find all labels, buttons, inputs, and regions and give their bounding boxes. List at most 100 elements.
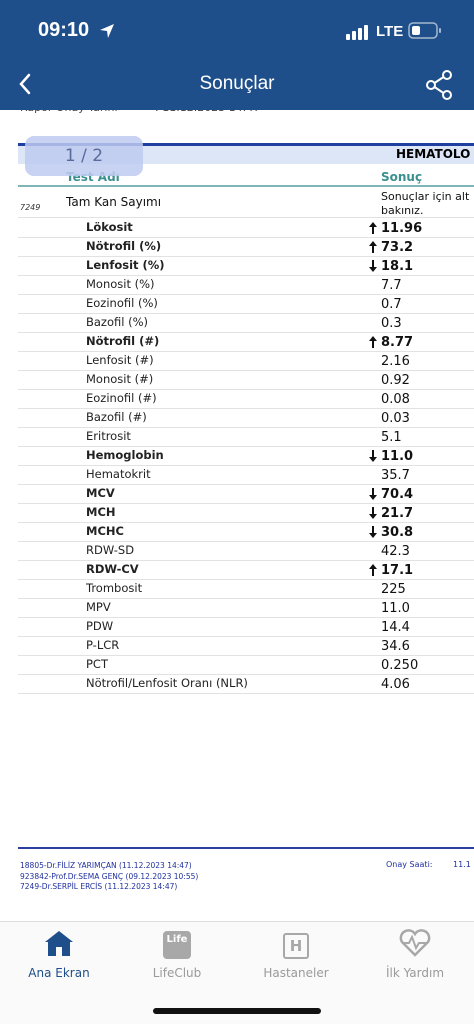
test-name: PDW: [86, 619, 114, 633]
nav-title: Sonuçlar: [199, 73, 275, 94]
arrow: [369, 241, 377, 253]
test-value: 7.7: [381, 278, 402, 293]
location-icon: [100, 24, 114, 38]
test-value: 0.7: [381, 297, 402, 312]
test-name: MCH: [86, 505, 116, 519]
test-value: 11.0: [381, 601, 410, 616]
test-value: 70.4: [381, 487, 414, 502]
group-name: Tam Kan Sayımı: [66, 195, 162, 209]
flag-arrow-down: [369, 526, 377, 538]
test-name: Bazofil (%): [86, 315, 149, 329]
test-name: MCV: [86, 486, 115, 500]
test-name: Hematokrit: [86, 467, 151, 481]
test-name: RDW-CV: [86, 562, 139, 576]
arrow: [369, 336, 377, 348]
flag-arrow-up: [369, 336, 377, 348]
test-value: 4.06: [381, 677, 410, 692]
approval-time-label: Onay Saati:: [386, 860, 433, 869]
flag-arrow-down: [369, 450, 377, 462]
flag-arrow-down: [369, 488, 377, 500]
row-line: [18, 408, 474, 409]
test-value: 225: [381, 582, 406, 597]
arrow: [369, 488, 377, 500]
footer-rule: [18, 847, 474, 849]
test-value: 11.96: [381, 221, 423, 236]
tab[interactable]: H Hastaneler: [237, 928, 355, 980]
test-name: P-LCR: [86, 638, 120, 652]
tab-label: İlk Yardım: [385, 966, 445, 980]
test-value: 0.03: [381, 411, 410, 426]
network: LTE: [376, 23, 404, 40]
test-name: MCHC: [86, 524, 124, 538]
group-note: bakınız.: [381, 204, 424, 217]
tab[interactable]: Life LifeClub: [118, 928, 236, 980]
row-line: [18, 427, 474, 428]
arrow: [369, 450, 377, 462]
first-aid-icon: [399, 929, 431, 957]
test-value: 73.2: [381, 240, 414, 255]
row-line: [18, 598, 474, 599]
arrow: [369, 507, 377, 519]
tab-label: Ana Ekran: [28, 966, 90, 980]
test-name: RDW-SD: [86, 543, 135, 557]
arrow: [369, 222, 377, 234]
test-value: 0.08: [381, 392, 410, 407]
test-name: Eozinofil (#): [86, 391, 157, 405]
doctor: 923842-Prof.Dr.SEMA GENÇ (09.12.2023 10:…: [20, 871, 199, 881]
row-line: [18, 275, 474, 276]
tab-bar: [0, 921, 474, 1024]
test-name: Nötrofil (#): [86, 334, 160, 348]
test-name: Lenfosit (%): [86, 258, 165, 272]
test-name: Monosit (%): [86, 277, 155, 291]
row-line: [18, 503, 474, 504]
group-note: Sonuçlar için alt: [381, 190, 470, 203]
test-name: Hemoglobin: [86, 448, 164, 462]
back-button[interactable]: [16, 72, 36, 96]
test-value: 35.7: [381, 468, 410, 483]
hospital-icon: H: [283, 933, 309, 959]
row-line: [18, 541, 474, 542]
row-line: [18, 522, 474, 523]
share-button[interactable]: [424, 69, 456, 101]
test-value: 0.3: [381, 316, 402, 331]
row-line: [18, 655, 474, 656]
row-line: [18, 484, 474, 485]
flag-arrow-up: [369, 564, 377, 576]
row-line: [18, 560, 474, 561]
signal-icon: [346, 25, 368, 40]
tab[interactable]: Ana Ekran: [0, 928, 118, 980]
test-name: Nötrofil/Lenfosit Oranı (NLR): [86, 676, 248, 690]
tab[interactable]: İlk Yardım: [356, 928, 474, 980]
test-value: 5.1: [381, 430, 402, 445]
test-name: PCT: [86, 657, 108, 671]
test-name: Eritrosit: [86, 429, 131, 443]
test-name: Lenfosit (#): [86, 353, 154, 367]
section-rule: [18, 143, 474, 146]
test-value: 21.7: [381, 506, 414, 521]
row-line: [18, 351, 474, 352]
col-result: Sonuç: [381, 170, 423, 184]
row-line: [18, 313, 474, 314]
row-line: [18, 446, 474, 447]
flag-arrow-down: [369, 260, 377, 272]
test-value: 11.0: [381, 449, 414, 464]
test-name: MPV: [86, 600, 111, 614]
section-title: HEMATOLO: [396, 147, 471, 161]
clock: 09:10: [38, 19, 90, 41]
row-line: [18, 674, 474, 675]
doctor: 18805-Dr.FİLİZ YARIMÇAN (11.12.2023 14:4…: [20, 861, 192, 870]
test-value: 34.6: [381, 639, 410, 654]
test-value: 8.77: [381, 335, 414, 350]
test-name: Nötrofil (%): [86, 239, 162, 253]
approval-time: 11.1: [453, 860, 471, 869]
test-value: 30.8: [381, 525, 414, 540]
tab-label: LifeClub: [152, 966, 202, 980]
page-indicator: 1 / 2: [25, 136, 143, 176]
top-bar: 09:10 LTE Sonuçlar: [0, 0, 474, 110]
col-rule: [18, 185, 474, 187]
row-line: [18, 636, 474, 637]
row-line: [18, 693, 474, 694]
row-line: [18, 294, 474, 295]
test-value: 14.4: [381, 620, 410, 635]
